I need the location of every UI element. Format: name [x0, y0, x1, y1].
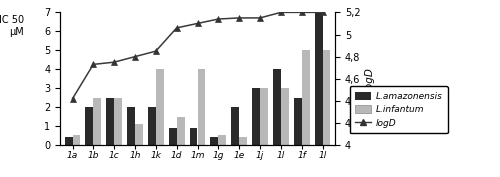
Line: logD: logD [70, 9, 326, 102]
Bar [210, 137, 218, 145]
Bar [294, 98, 302, 145]
logD [236, 17, 242, 19]
logD [132, 56, 138, 58]
Bar [106, 98, 114, 145]
Bar [198, 69, 205, 145]
logD [278, 11, 284, 13]
logD [298, 11, 304, 13]
Bar [127, 107, 135, 145]
Bar [322, 50, 330, 145]
Bar [94, 98, 101, 145]
Bar [302, 50, 310, 145]
logD [320, 11, 326, 13]
Bar [64, 137, 72, 145]
Y-axis label: IC 50
μM: IC 50 μM [0, 15, 24, 37]
Bar [176, 117, 184, 145]
Bar [314, 12, 322, 145]
Bar [218, 135, 226, 145]
Bar [135, 124, 143, 145]
Legend: L.amazonensis, L.infantum, logD: L.amazonensis, L.infantum, logD [350, 86, 448, 133]
logD [174, 27, 180, 29]
logD [153, 50, 159, 52]
logD [216, 18, 222, 20]
Y-axis label: logD: logD [364, 67, 374, 91]
Bar [86, 107, 94, 145]
Bar [281, 88, 289, 145]
Bar [231, 107, 239, 145]
Bar [72, 135, 80, 145]
Bar [148, 107, 156, 145]
Bar [114, 98, 122, 145]
logD [111, 61, 117, 63]
logD [90, 63, 96, 65]
Bar [168, 128, 176, 145]
logD [70, 98, 75, 100]
Bar [190, 128, 198, 145]
Bar [252, 88, 260, 145]
logD [194, 22, 200, 25]
Bar [156, 69, 164, 145]
Bar [260, 88, 268, 145]
logD [257, 17, 263, 19]
Bar [239, 137, 247, 145]
Bar [273, 69, 281, 145]
